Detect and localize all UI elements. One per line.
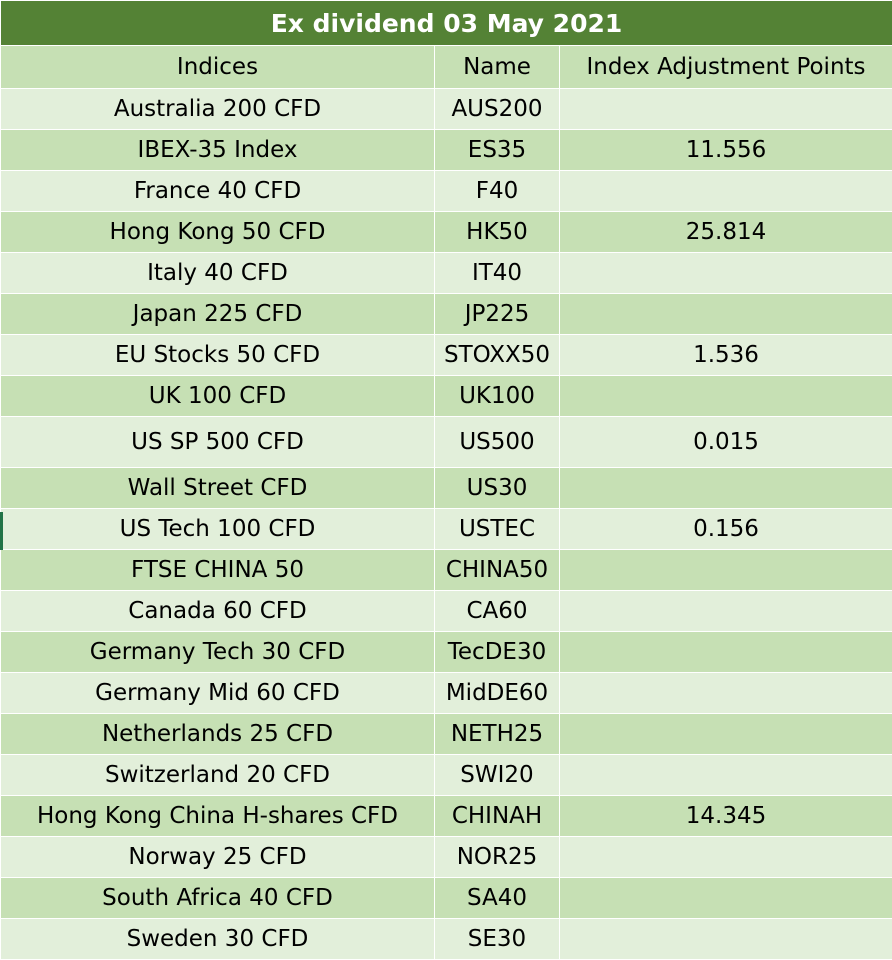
cell-index[interactable]: Australia 200 CFD: [0, 88, 435, 130]
cell-adjustment-points[interactable]: [559, 713, 892, 755]
cell-name[interactable]: ES35: [434, 129, 560, 171]
cell-name[interactable]: US30: [434, 467, 560, 509]
cell-adjustment-points[interactable]: [559, 918, 892, 960]
header-name[interactable]: Name: [434, 45, 560, 89]
table-row: Sweden 30 CFD SE30: [0, 918, 892, 960]
cell-adjustment-points[interactable]: [559, 467, 892, 509]
cell-adjustment-points[interactable]: [559, 631, 892, 673]
cell-index[interactable]: South Africa 40 CFD: [0, 877, 435, 919]
table-row: South Africa 40 CFD SA40: [0, 877, 892, 919]
cell-name[interactable]: US500: [434, 416, 560, 468]
title-row: Ex dividend 03 May 2021: [0, 0, 892, 46]
cell-index[interactable]: Sweden 30 CFD: [0, 918, 435, 960]
cell-adjustment-points[interactable]: [559, 590, 892, 632]
table-title[interactable]: Ex dividend 03 May 2021: [0, 0, 892, 46]
header-row: Indices Name Index Adjustment Points: [0, 45, 892, 89]
cell-index[interactable]: FTSE CHINA 50: [0, 549, 435, 591]
cell-adjustment-points[interactable]: [559, 754, 892, 796]
cell-adjustment-points[interactable]: [559, 88, 892, 130]
cell-name[interactable]: JP225: [434, 293, 560, 335]
table-row: Canada 60 CFD CA60: [0, 590, 892, 632]
cell-adjustment-points[interactable]: 14.345: [559, 795, 892, 837]
cell-adjustment-points[interactable]: [559, 293, 892, 335]
cell-name[interactable]: NOR25: [434, 836, 560, 878]
cell-adjustment-points[interactable]: [559, 375, 892, 417]
cell-name[interactable]: NETH25: [434, 713, 560, 755]
cell-index[interactable]: IBEX-35 Index: [0, 129, 435, 171]
table-row: Italy 40 CFD IT40: [0, 252, 892, 294]
cell-adjustment-points[interactable]: [559, 252, 892, 294]
cell-adjustment-points[interactable]: [559, 836, 892, 878]
table-row: US SP 500 CFD US500 0.015: [0, 416, 892, 468]
table-row: Hong Kong 50 CFD HK50 25.814: [0, 211, 892, 253]
cell-index[interactable]: France 40 CFD: [0, 170, 435, 212]
cell-index[interactable]: UK 100 CFD: [0, 375, 435, 417]
table-row: Netherlands 25 CFD NETH25: [0, 713, 892, 755]
cell-adjustment-points[interactable]: [559, 672, 892, 714]
cell-index[interactable]: Switzerland 20 CFD: [0, 754, 435, 796]
cell-adjustment-points[interactable]: 25.814: [559, 211, 892, 253]
cell-name[interactable]: TecDE30: [434, 631, 560, 673]
cell-adjustment-points[interactable]: 1.536: [559, 334, 892, 376]
header-adjustment-points[interactable]: Index Adjustment Points: [559, 45, 892, 89]
cell-name[interactable]: UK100: [434, 375, 560, 417]
table-row: Hong Kong China H-shares CFD CHINAH 14.345: [0, 795, 892, 837]
cell-name[interactable]: SWI20: [434, 754, 560, 796]
cell-index[interactable]: Canada 60 CFD: [0, 590, 435, 632]
table-row: Germany Tech 30 CFD TecDE30: [0, 631, 892, 673]
table-row: Norway 25 CFD NOR25: [0, 836, 892, 878]
table-row: FTSE CHINA 50 CHINA50: [0, 549, 892, 591]
cell-index[interactable]: Norway 25 CFD: [0, 836, 435, 878]
cell-index[interactable]: Germany Mid 60 CFD: [0, 672, 435, 714]
cell-index[interactable]: Japan 225 CFD: [0, 293, 435, 335]
table-row: France 40 CFD F40: [0, 170, 892, 212]
cell-name[interactable]: IT40: [434, 252, 560, 294]
header-indices[interactable]: Indices: [0, 45, 435, 89]
active-row-marker: [0, 512, 3, 550]
cell-adjustment-points[interactable]: 0.156: [559, 508, 892, 550]
cell-index[interactable]: Italy 40 CFD: [0, 252, 435, 294]
table-row: Australia 200 CFD AUS200: [0, 88, 892, 130]
cell-adjustment-points[interactable]: [559, 877, 892, 919]
cell-name[interactable]: SE30: [434, 918, 560, 960]
cell-name[interactable]: HK50: [434, 211, 560, 253]
cell-index[interactable]: Wall Street CFD: [0, 467, 435, 509]
cell-index[interactable]: EU Stocks 50 CFD: [0, 334, 435, 376]
table-row: Switzerland 20 CFD SWI20: [0, 754, 892, 796]
cell-index[interactable]: US SP 500 CFD: [0, 416, 435, 468]
cell-index[interactable]: Hong Kong 50 CFD: [0, 211, 435, 253]
table-row: UK 100 CFD UK100: [0, 375, 892, 417]
table-row: Japan 225 CFD JP225: [0, 293, 892, 335]
cell-name[interactable]: STOXX50: [434, 334, 560, 376]
cell-name[interactable]: CHINAH: [434, 795, 560, 837]
cell-index[interactable]: Germany Tech 30 CFD: [0, 631, 435, 673]
cell-name[interactable]: F40: [434, 170, 560, 212]
cell-adjustment-points[interactable]: [559, 170, 892, 212]
cell-name[interactable]: USTEC: [434, 508, 560, 550]
cell-adjustment-points[interactable]: 0.015: [559, 416, 892, 468]
table-row: Wall Street CFD US30: [0, 467, 892, 509]
cell-name[interactable]: AUS200: [434, 88, 560, 130]
table-row: EU Stocks 50 CFD STOXX50 1.536: [0, 334, 892, 376]
cell-adjustment-points[interactable]: [559, 549, 892, 591]
table-row: Germany Mid 60 CFD MidDE60: [0, 672, 892, 714]
cell-index[interactable]: Hong Kong China H-shares CFD: [0, 795, 435, 837]
cell-name[interactable]: MidDE60: [434, 672, 560, 714]
cell-name[interactable]: CHINA50: [434, 549, 560, 591]
cell-index[interactable]: Netherlands 25 CFD: [0, 713, 435, 755]
cell-name[interactable]: SA40: [434, 877, 560, 919]
table-row: US Tech 100 CFD USTEC 0.156: [0, 508, 892, 550]
cell-index[interactable]: US Tech 100 CFD: [0, 508, 435, 550]
cell-adjustment-points[interactable]: 11.556: [559, 129, 892, 171]
table-row: IBEX-35 Index ES35 11.556: [0, 129, 892, 171]
cell-name[interactable]: CA60: [434, 590, 560, 632]
